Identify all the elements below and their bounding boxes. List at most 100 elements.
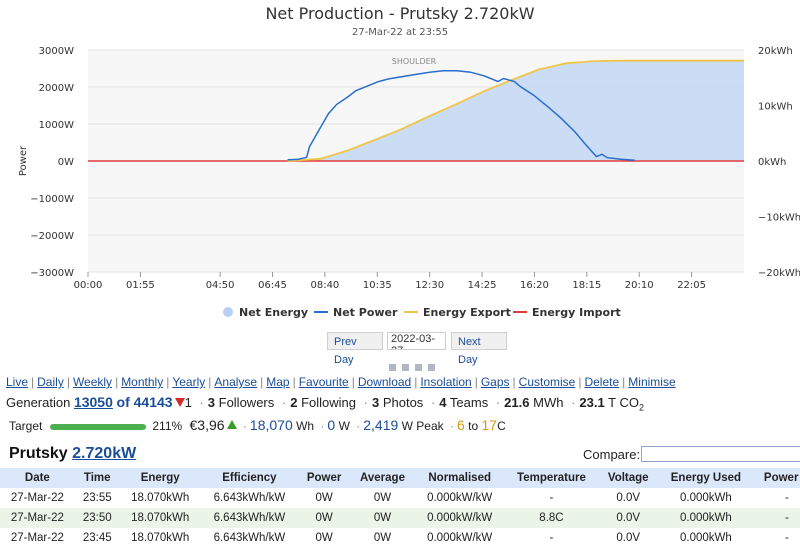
power-unit: W	[338, 419, 350, 433]
legend-net-energy[interactable]: Net Energy	[239, 306, 308, 319]
rank-change: 1	[184, 395, 192, 410]
link-daily[interactable]: Daily	[37, 375, 64, 389]
link-live[interactable]: Live	[6, 375, 29, 389]
link-analyse[interactable]: Analyse	[214, 375, 258, 389]
table-cell: 27-Mar-22	[0, 508, 75, 528]
temp-high: 17	[481, 417, 498, 433]
legend-energy-import[interactable]: Energy Import	[532, 306, 621, 319]
table-cell: 18.070kWh	[119, 488, 201, 508]
column-header[interactable]: Energy	[119, 468, 201, 488]
link-insolation[interactable]: Insolation	[420, 375, 472, 389]
table-row: 27-Mar-22 23:50 18.070kWh 6.643kWh/kW 0W 0W 0.…	[0, 508, 800, 528]
link-separator: |	[31, 375, 35, 389]
y-right-tick: 0kWh	[758, 157, 786, 168]
shoulder-annotation: SHOULDER	[392, 57, 437, 66]
lifetime-mwh: 21.6	[504, 395, 530, 410]
view-dot[interactable]	[415, 364, 422, 371]
legend-net-power[interactable]: Net Power	[333, 306, 398, 319]
x-tick: 01:55	[126, 280, 155, 291]
y-left-tick: −2000W	[30, 231, 74, 242]
followers-count: 3	[207, 395, 215, 410]
table-cell: 0.0V	[598, 528, 658, 548]
co2-subscript: 2	[638, 402, 644, 413]
table-cell: 0W	[298, 508, 351, 528]
table-cell: 6.643kWh/kW	[200, 528, 299, 548]
earnings-up-icon	[226, 420, 237, 429]
live-data-table: Date Time Energy Efficiency Power Average Norm…	[0, 468, 800, 548]
next-day-button[interactable]: Next Day	[451, 332, 507, 366]
energy-unit: Wh	[296, 419, 315, 433]
system-name: Prutsky	[9, 445, 68, 462]
column-header[interactable]: Time	[74, 468, 120, 488]
view-dots	[389, 358, 441, 371]
table-cell: 0.000kWh	[658, 508, 754, 528]
link-delete[interactable]: Delete	[584, 375, 620, 389]
column-header[interactable]: Energy Used	[658, 468, 754, 488]
view-dot[interactable]	[402, 364, 409, 371]
legend-net-energy-marker[interactable]	[223, 307, 233, 317]
link-separator: |	[512, 375, 516, 389]
column-header[interactable]: Average	[350, 468, 415, 488]
link-separator: |	[351, 375, 355, 389]
system-size-link[interactable]: 2.720kW	[72, 445, 137, 462]
view-dot[interactable]	[428, 364, 435, 371]
rank-link[interactable]: 13050	[73, 394, 113, 410]
column-header[interactable]: Efficiency	[200, 468, 299, 488]
table-cell: 27-Mar-22	[0, 488, 75, 508]
table-cell: 23:50	[74, 508, 120, 528]
photos-label[interactable]: Photos	[382, 395, 424, 410]
column-header[interactable]: Date	[0, 468, 75, 488]
link-weekly[interactable]: Weekly	[72, 375, 113, 389]
legend-energy-export[interactable]: Energy Export	[423, 306, 511, 319]
link-map[interactable]: Map	[266, 375, 290, 389]
followers-label[interactable]: Followers	[218, 395, 275, 410]
view-dot[interactable]	[389, 364, 396, 371]
table-cell: 0W	[298, 488, 351, 508]
table-cell: 0W	[350, 508, 415, 528]
table-cell: 18.070kWh	[119, 508, 201, 528]
peak-power: 2,419	[363, 417, 399, 433]
following-label[interactable]: Following	[301, 395, 356, 410]
link-separator: |	[260, 375, 264, 389]
date-field[interactable]: 2022-03-27	[387, 332, 446, 350]
link-yearly[interactable]: Yearly	[172, 375, 206, 389]
compare-input[interactable]	[641, 446, 800, 462]
teams-label[interactable]: Teams	[449, 395, 489, 410]
column-header[interactable]: Voltage	[598, 468, 658, 488]
link-favourite[interactable]: Favourite	[298, 375, 349, 389]
rank-total: of 44143	[116, 394, 173, 410]
earnings: €3,96	[189, 417, 225, 433]
temp-low: 6	[456, 417, 465, 433]
column-header[interactable]: Normalised	[414, 468, 505, 488]
link-monthly[interactable]: Monthly	[121, 375, 164, 389]
table-cell: -	[753, 508, 800, 528]
chart-legend: Net Energy Net Power Energy Export Energ…	[223, 306, 621, 319]
target-summary: Target 211% €3,96 · 18,070 Wh · 0 W · 2,419 …	[9, 417, 506, 433]
table-cell: -	[753, 488, 800, 508]
y-right-tick: −20kWh	[758, 268, 800, 279]
energy-today: 18,070	[249, 417, 293, 433]
table-cell: 23:45	[74, 528, 120, 548]
table-cell: 0.000kW/kW	[414, 528, 505, 548]
x-tick: 16:20	[520, 280, 549, 291]
column-header[interactable]: Temperature	[504, 468, 599, 488]
prev-day-button[interactable]: Prev Day	[327, 332, 383, 366]
link-download[interactable]: Download	[357, 375, 412, 389]
y-left-tick: 2000W	[39, 83, 74, 94]
x-tick: 20:10	[625, 280, 654, 291]
table-row: 27-Mar-22 23:55 18.070kWh 6.643kWh/kW 0W 0W 0.…	[0, 488, 800, 508]
table-cell: 0.000kWh	[658, 488, 754, 508]
chart-area: Net Production - Prutsky 2.720kW 27-Mar-…	[18, 4, 800, 319]
x-tick: 22:05	[677, 280, 706, 291]
net-power-line	[287, 69, 635, 162]
table-cell: 0W	[298, 528, 351, 548]
link-gaps[interactable]: Gaps	[480, 375, 510, 389]
link-minimise[interactable]: Minimise	[628, 375, 676, 389]
column-header[interactable]: Power U	[753, 468, 800, 488]
y-right-tick: 10kWh	[758, 102, 793, 113]
compare-label: Compare:	[583, 447, 641, 462]
x-tick: 14:25	[468, 280, 497, 291]
generation-label: Generation	[6, 395, 71, 410]
column-header[interactable]: Power	[298, 468, 351, 488]
link-customise[interactable]: Customise	[518, 375, 576, 389]
